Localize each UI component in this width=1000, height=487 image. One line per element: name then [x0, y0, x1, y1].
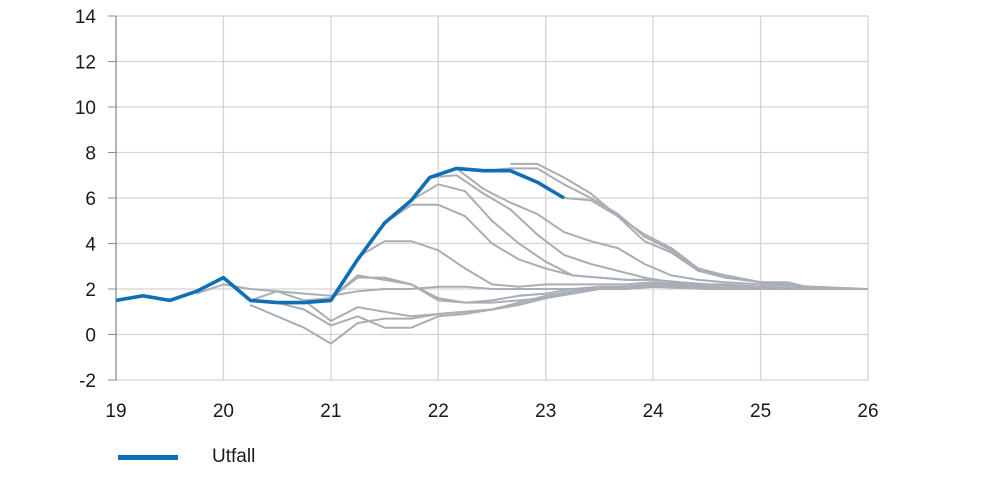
- outcome-line: [115, 166, 565, 305]
- x-tick-label: 26: [857, 401, 878, 422]
- forecast-line: [563, 197, 868, 290]
- y-tick-label: 6: [85, 189, 96, 210]
- y-axis-tick-labels: -2 0 2 4 6 8 10 12 14: [75, 7, 97, 392]
- forecast-line: [455, 167, 869, 290]
- legend-label-utfall: Utfall: [212, 446, 256, 467]
- x-tick-label: 23: [535, 401, 556, 422]
- forecast-line: [510, 162, 868, 290]
- y-tick-label: 8: [85, 144, 96, 165]
- forecast-line: [384, 203, 868, 290]
- utfall-line: [115, 166, 565, 305]
- forecast-line: [357, 240, 868, 290]
- y-tick-label: 14: [75, 7, 97, 28]
- y-tick-label: 2: [85, 280, 96, 301]
- x-tick-label: 22: [428, 401, 449, 422]
- forecast-line: [429, 174, 868, 290]
- x-tick-label: 21: [320, 401, 341, 422]
- axes: [108, 15, 117, 381]
- x-tick-label: 19: [105, 401, 126, 422]
- y-tick-label: 4: [85, 235, 96, 256]
- x-tick-label: 20: [213, 401, 234, 422]
- y-tick-label: 0: [85, 326, 96, 347]
- legend: Utfall: [118, 446, 255, 468]
- forecast-lines: [196, 162, 869, 345]
- forecast-line: [196, 283, 868, 297]
- x-tick-label: 24: [643, 401, 665, 422]
- x-tick-label: 25: [750, 401, 771, 422]
- legend-swatch-utfall: [118, 454, 178, 460]
- y-tick-label: -2: [79, 371, 96, 392]
- x-axis-tick-labels: 19 20 21 22 23 24 25 26: [105, 401, 878, 422]
- y-tick-label: 12: [75, 53, 96, 74]
- y-tick-label: 10: [75, 98, 96, 119]
